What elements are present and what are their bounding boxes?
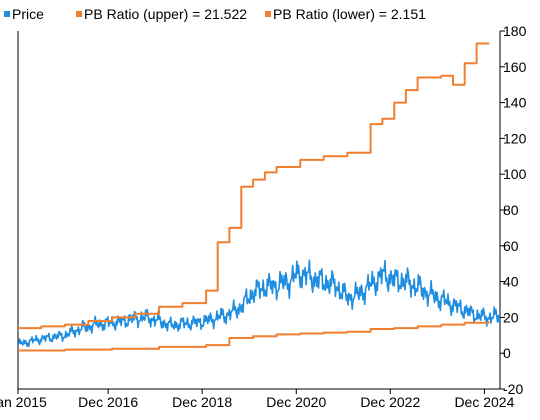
pb-lower-line — [18, 320, 490, 352]
legend-item-price: Price — [4, 6, 44, 22]
x-tick-label: Dec 2018 — [172, 394, 232, 410]
y-tick-label: 180 — [503, 23, 527, 39]
x-tick-label: Jan 2015 — [0, 394, 47, 410]
legend-swatch — [76, 11, 82, 17]
x-tick-label: Dec 2022 — [360, 394, 420, 410]
y-tick-label: 60 — [503, 238, 519, 254]
legend-swatch — [4, 11, 10, 17]
x-tick-label: Dec 2020 — [266, 394, 326, 410]
y-tick-label: -20 — [503, 381, 523, 397]
price-line — [18, 259, 500, 348]
series-layer — [18, 42, 500, 352]
y-tick-label: 160 — [503, 59, 527, 75]
y-tick-label: 0 — [503, 345, 511, 361]
legend-swatch — [265, 11, 271, 17]
legend-item-pb-upper: PB Ratio (upper) = 21.522 — [76, 6, 247, 22]
legend-label: Price — [12, 6, 44, 22]
x-tick-label: Dec 2024 — [454, 394, 514, 410]
x-axis: Jan 2015 Dec 2016 Dec 2018 Dec 2020 Dec 2022… — [0, 389, 515, 410]
y-tick-label: 100 — [503, 166, 527, 182]
y-tick-label: 140 — [503, 95, 527, 111]
y-tick-label: 40 — [503, 274, 519, 290]
legend-label: PB Ratio (upper) = 21.522 — [84, 6, 247, 22]
legend: Price PB Ratio (upper) = 21.522 PB Ratio (… — [4, 6, 426, 22]
legend-label: PB Ratio (lower) = 2.151 — [273, 6, 426, 22]
y-tick-label: 20 — [503, 309, 519, 325]
y-tick-label: 120 — [503, 130, 527, 146]
x-tick-label: Dec 2016 — [78, 394, 138, 410]
y-tick-label: 80 — [503, 202, 519, 218]
pb-upper-line — [18, 42, 490, 330]
legend-item-pb-lower: PB Ratio (lower) = 2.151 — [265, 6, 426, 22]
y-axis: -20 0 20 40 60 80 100 120 140 160 180 — [500, 23, 527, 397]
